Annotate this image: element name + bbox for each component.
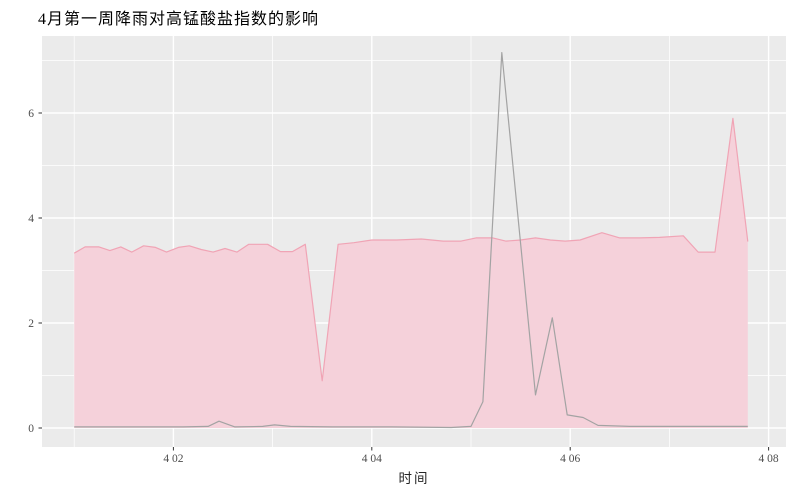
x-tick-label: 4 06	[560, 453, 580, 465]
gray_line	[74, 51, 748, 429]
x-tick-label: 4 02	[163, 453, 183, 465]
pink_area-fill	[74, 118, 748, 429]
y-tick-label: 4	[28, 213, 34, 225]
x-axis-title: 时间	[399, 471, 430, 486]
chart-title: 4月第一周降雨对高锰酸盐指数的影响	[38, 11, 320, 28]
x-tick-label: 4 04	[362, 453, 382, 465]
x-tick-label: 4 08	[759, 453, 779, 465]
y-tick-label: 0	[28, 423, 34, 435]
y-tick-label: 2	[28, 318, 34, 330]
y-tick-label: 6	[28, 108, 34, 120]
pink_area-stroke	[73, 117, 749, 382]
